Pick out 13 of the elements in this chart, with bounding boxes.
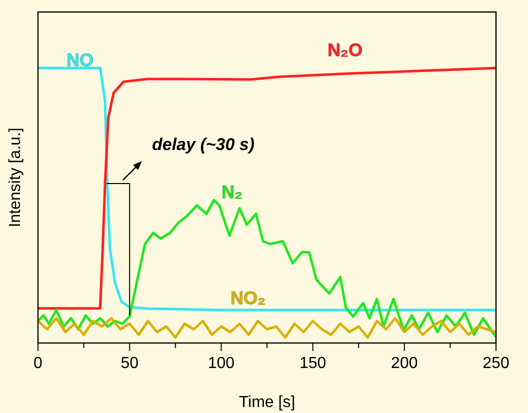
x-axis-title: Time [s] (238, 394, 296, 411)
series-label: NO (66, 50, 94, 70)
series-label: N₂ (222, 182, 242, 202)
x-tick-label: 50 (120, 355, 139, 372)
annotation: delay (~30 s) (152, 135, 255, 154)
series-label: N₂O (328, 40, 362, 60)
x-tick-label: 200 (391, 355, 418, 372)
y-axis-title: Intensity [a.u.] (7, 128, 24, 228)
x-tick-label: 150 (299, 355, 326, 372)
series-label: NO₂ (230, 288, 266, 308)
x-tick-label: 100 (208, 355, 235, 372)
x-tick-label: 0 (34, 355, 43, 372)
x-tick-label: 250 (482, 355, 510, 372)
